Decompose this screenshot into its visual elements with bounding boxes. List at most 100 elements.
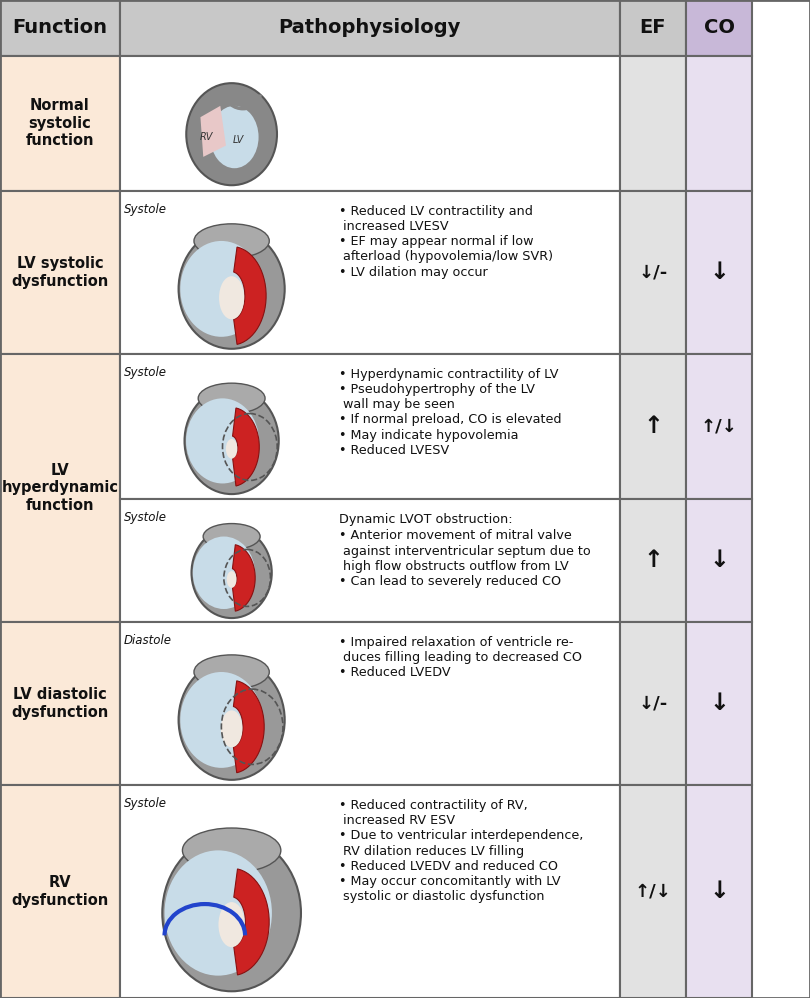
Bar: [0, 56, 120, 191]
Bar: [686, 622, 752, 785]
Bar: [120, 354, 620, 499]
Ellipse shape: [181, 672, 262, 767]
Bar: [620, 499, 686, 622]
Text: ↓: ↓: [710, 548, 729, 572]
Ellipse shape: [198, 383, 265, 413]
Bar: [120, 622, 620, 785]
Bar: [0, 354, 120, 622]
Ellipse shape: [182, 828, 281, 872]
Polygon shape: [234, 248, 266, 344]
Text: • Reduced LV contractility and: • Reduced LV contractility and: [339, 205, 533, 218]
Text: ↓: ↓: [710, 879, 729, 903]
Ellipse shape: [185, 387, 279, 494]
Ellipse shape: [181, 241, 262, 336]
Text: • Hyperdynamic contractility of LV: • Hyperdynamic contractility of LV: [339, 368, 558, 381]
Text: systolic or diastolic dysfunction: systolic or diastolic dysfunction: [343, 890, 544, 903]
Text: EF: EF: [640, 18, 666, 38]
Text: Dynamic LVOT obstruction:: Dynamic LVOT obstruction:: [339, 513, 513, 526]
Text: • Reduced LVESV: • Reduced LVESV: [339, 444, 449, 457]
Bar: [686, 0, 752, 56]
Bar: [686, 785, 752, 998]
Text: ↓: ↓: [710, 692, 729, 716]
Text: ↓: ↓: [710, 260, 729, 284]
Ellipse shape: [194, 224, 269, 258]
Text: increased RV ESV: increased RV ESV: [343, 814, 455, 827]
Polygon shape: [232, 408, 259, 486]
Text: • Reduced LVEDV and reduced CO: • Reduced LVEDV and reduced CO: [339, 859, 558, 872]
Text: against interventricular septum due to: against interventricular septum due to: [343, 545, 590, 558]
Text: • Impaired relaxation of ventricle re-: • Impaired relaxation of ventricle re-: [339, 636, 573, 649]
Bar: [620, 785, 686, 998]
Text: • EF may appear normal if low: • EF may appear normal if low: [339, 236, 533, 249]
Ellipse shape: [211, 106, 258, 169]
Ellipse shape: [186, 398, 259, 483]
Text: ↑/↓: ↑/↓: [701, 417, 738, 435]
Text: • Can lead to severely reduced CO: • Can lead to severely reduced CO: [339, 575, 561, 588]
Text: duces filling leading to decreased CO: duces filling leading to decreased CO: [343, 651, 582, 664]
Ellipse shape: [193, 537, 255, 609]
Text: LV systolic
dysfunction: LV systolic dysfunction: [11, 256, 109, 288]
Ellipse shape: [219, 276, 244, 319]
Bar: [0, 191, 120, 354]
Text: increased LVESV: increased LVESV: [343, 221, 449, 234]
Ellipse shape: [191, 528, 272, 618]
Bar: [620, 0, 686, 56]
Text: afterload (hypovolemia/low SVR): afterload (hypovolemia/low SVR): [343, 250, 552, 263]
Bar: [0, 622, 120, 785]
Ellipse shape: [221, 711, 242, 748]
Ellipse shape: [178, 229, 284, 348]
Ellipse shape: [164, 850, 272, 976]
Bar: [686, 56, 752, 191]
Polygon shape: [232, 545, 255, 611]
Text: • Pseudohypertrophy of the LV: • Pseudohypertrophy of the LV: [339, 383, 535, 396]
Text: Normal
systolic
function: Normal systolic function: [26, 99, 94, 149]
Ellipse shape: [219, 902, 245, 947]
Text: • Anterior movement of mitral valve: • Anterior movement of mitral valve: [339, 529, 572, 542]
Text: RV: RV: [199, 132, 213, 142]
Bar: [120, 499, 620, 622]
Text: Systole: Systole: [124, 203, 167, 216]
Ellipse shape: [178, 660, 284, 779]
Bar: [686, 354, 752, 499]
Ellipse shape: [226, 439, 237, 459]
Text: Systole: Systole: [124, 366, 167, 379]
Text: • Due to ventricular interdependence,: • Due to ventricular interdependence,: [339, 829, 583, 842]
Text: Pathophysiology: Pathophysiology: [279, 18, 461, 38]
Bar: [0, 0, 120, 56]
Text: • Reduced LVEDV: • Reduced LVEDV: [339, 667, 450, 680]
Text: LV diastolic
dysfunction: LV diastolic dysfunction: [11, 688, 109, 720]
Bar: [620, 354, 686, 499]
Ellipse shape: [162, 834, 301, 991]
Text: ↑: ↑: [643, 548, 663, 572]
Text: wall may be seen: wall may be seen: [343, 398, 454, 411]
Bar: [620, 56, 686, 191]
Bar: [120, 0, 620, 56]
Text: ↑/↓: ↑/↓: [634, 882, 671, 900]
Text: RV
dysfunction: RV dysfunction: [11, 875, 109, 908]
Bar: [686, 191, 752, 354]
Ellipse shape: [227, 571, 237, 588]
Bar: [686, 499, 752, 622]
Ellipse shape: [186, 83, 277, 186]
Text: • May occur concomitantly with LV: • May occur concomitantly with LV: [339, 875, 561, 888]
Text: • May indicate hypovolemia: • May indicate hypovolemia: [339, 429, 518, 442]
Text: ↓/-: ↓/-: [638, 695, 667, 713]
Text: CO: CO: [704, 18, 735, 38]
Ellipse shape: [194, 655, 269, 690]
Text: ↑: ↑: [643, 414, 663, 438]
Bar: [620, 191, 686, 354]
Text: Systole: Systole: [124, 797, 167, 810]
Text: ↓/-: ↓/-: [638, 263, 667, 281]
Polygon shape: [233, 681, 264, 772]
Text: LV: LV: [232, 135, 244, 145]
Ellipse shape: [203, 524, 260, 550]
Text: high flow obstructs outflow from LV: high flow obstructs outflow from LV: [343, 560, 569, 573]
Text: • If normal preload, CO is elevated: • If normal preload, CO is elevated: [339, 413, 561, 426]
Bar: [620, 622, 686, 785]
Bar: [120, 191, 620, 354]
Bar: [120, 56, 620, 191]
Text: RV dilation reduces LV filling: RV dilation reduces LV filling: [343, 844, 524, 857]
Polygon shape: [200, 106, 226, 157]
Bar: [0, 785, 120, 998]
Text: Systole: Systole: [124, 511, 167, 524]
